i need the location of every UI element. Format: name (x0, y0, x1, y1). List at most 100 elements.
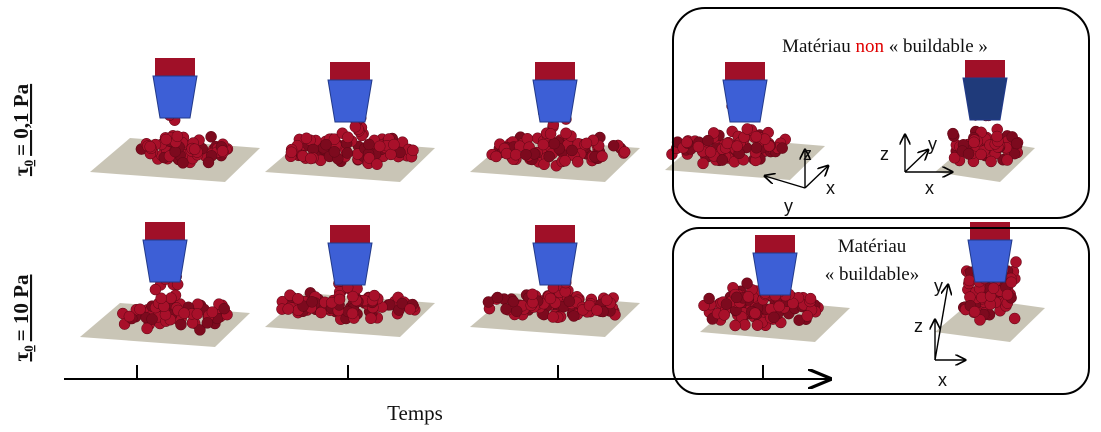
particle (350, 121, 361, 132)
particle (202, 317, 213, 328)
particle (374, 141, 385, 152)
particle (751, 131, 762, 142)
particle (1011, 138, 1022, 149)
particle (597, 151, 608, 162)
particle (777, 143, 788, 154)
particle (1006, 277, 1017, 288)
title-part: non (855, 36, 884, 57)
particle (388, 139, 399, 150)
title-part: Matériau (782, 36, 855, 57)
column (725, 62, 765, 82)
particle (134, 304, 145, 315)
time-axis-label: Temps (387, 401, 443, 425)
particle (1011, 256, 1022, 267)
particle (572, 156, 583, 167)
particle (189, 144, 200, 155)
particle (681, 137, 692, 148)
particle (334, 294, 345, 305)
particle (742, 278, 753, 289)
nozzle (753, 253, 797, 295)
particle (802, 310, 813, 321)
nozzle (328, 243, 372, 285)
particle (969, 306, 980, 317)
box-title-line: Matériau (838, 236, 907, 257)
particle (968, 137, 979, 148)
particle (751, 142, 762, 153)
nozzle (533, 243, 577, 285)
simulation-images (80, 58, 1045, 347)
particle (774, 301, 785, 312)
box-title-line: « buildable» (825, 264, 919, 285)
particle (286, 147, 297, 158)
particle (739, 319, 750, 330)
row-value: = 10 Pa (9, 274, 33, 341)
nozzle (153, 76, 197, 118)
particle (301, 133, 312, 144)
particle (545, 293, 556, 304)
particle (1002, 155, 1013, 166)
axis-letter: x (826, 178, 835, 198)
particle (177, 157, 188, 168)
particle (568, 311, 579, 322)
axis-letter: z (914, 316, 923, 336)
row-symbol: τ (9, 166, 33, 176)
particle (207, 307, 218, 318)
axis-letter: z (880, 144, 889, 164)
row-label-text: τ0= 10 Pa (9, 274, 36, 361)
axis-letter: y (928, 134, 937, 154)
particle (363, 139, 374, 150)
particle (768, 312, 779, 323)
particle (560, 128, 571, 139)
particle (976, 149, 987, 160)
particle (192, 308, 203, 319)
axis-letter: z (803, 144, 812, 164)
particle (511, 306, 522, 317)
nozzle (968, 240, 1012, 282)
row-label: τ0= 10 Pa (9, 274, 36, 361)
particle (566, 145, 577, 156)
particle (161, 134, 172, 145)
particle (203, 157, 214, 168)
particle (731, 292, 742, 303)
particle (608, 140, 619, 151)
particle (283, 304, 294, 315)
particle (750, 308, 761, 319)
particle (721, 299, 732, 310)
particle (963, 148, 974, 159)
row-subscript: 0 (21, 160, 36, 167)
particle (702, 135, 713, 146)
axis-letter: y (784, 196, 793, 216)
row-subscript: 0 (21, 345, 36, 352)
particle (219, 303, 230, 314)
time-ticks (137, 365, 763, 379)
particle (549, 138, 560, 149)
particle (538, 139, 549, 150)
column (535, 62, 575, 82)
particle (743, 291, 754, 302)
column (155, 58, 195, 78)
particle (581, 138, 592, 149)
particle (293, 293, 304, 304)
particle (501, 304, 512, 315)
nozzle (723, 80, 767, 122)
particle (172, 131, 183, 142)
particle (342, 148, 353, 159)
nozzle (963, 78, 1007, 120)
particle (307, 296, 318, 307)
particle (405, 304, 416, 315)
particle (342, 132, 353, 143)
particle (705, 146, 716, 157)
particle (988, 283, 999, 294)
particle (742, 123, 753, 134)
nozzle (143, 240, 187, 282)
column (965, 60, 1005, 80)
particle (947, 128, 958, 139)
particle (1009, 313, 1020, 324)
particle (520, 149, 531, 160)
particle (992, 131, 1003, 142)
particle (986, 156, 997, 167)
particle (545, 128, 556, 139)
particle (722, 138, 733, 149)
nozzle (533, 80, 577, 122)
particle (217, 146, 228, 157)
